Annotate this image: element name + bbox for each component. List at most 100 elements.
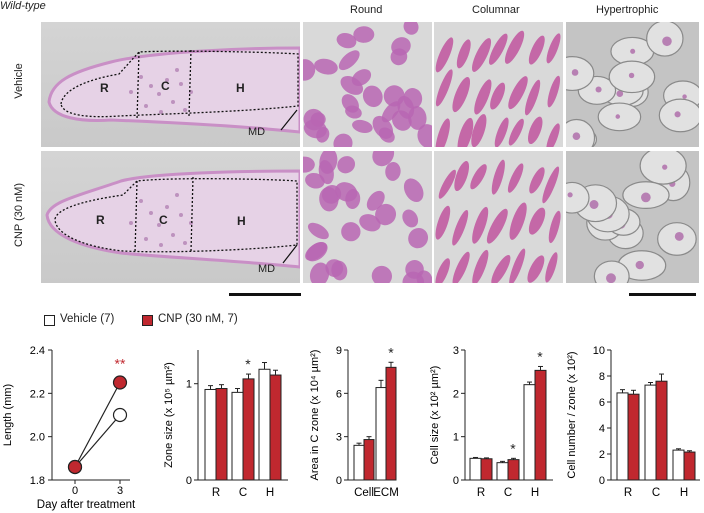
y-tick-label: 2: [599, 449, 605, 461]
section-image-cnp: [45, 169, 300, 269]
columnar-cell: [547, 75, 561, 108]
columnar-cell: [528, 35, 545, 65]
y-tick-label: 0: [336, 475, 342, 487]
x-tick-label: R: [624, 487, 632, 499]
columnar-cell: [435, 37, 454, 73]
x-tick-label: C: [652, 487, 660, 499]
hypertrophic-cell: [593, 260, 630, 283]
round-image-vehicle: [303, 22, 432, 147]
columnar-cell: [435, 69, 453, 107]
chondrocyte-cell: [408, 227, 429, 249]
x-tick-label: Cell: [354, 487, 374, 499]
axis-ylabel: Zone size (x 10⁵ µm²): [163, 362, 175, 468]
chondrocyte-cell: [303, 156, 315, 173]
y-tick-label: 1: [453, 432, 459, 444]
chondrocyte-cell: [316, 126, 330, 143]
bar: [375, 387, 387, 481]
columnar-cell: [435, 205, 451, 240]
y-tick-label: 1.8: [30, 475, 45, 487]
chondrocyte-cell: [333, 133, 353, 147]
chondrocyte-cell: [319, 186, 339, 212]
columnar-cell: [472, 249, 489, 283]
columnar-cell: [471, 114, 487, 147]
bar: [480, 458, 493, 481]
bar: [523, 384, 536, 481]
chondrocyte-cell: [403, 22, 419, 35]
columnar-cell: [435, 258, 450, 283]
y-tick-label: 8: [599, 371, 605, 383]
chondrocyte-cell: [314, 58, 338, 75]
y-tick-label: 0: [599, 475, 605, 487]
columnar-cell: [528, 116, 543, 145]
axis-xlabel: Day after treatment: [37, 499, 136, 511]
bar: [672, 449, 685, 481]
chondrocyte-cell: [362, 85, 383, 108]
bar: [655, 380, 668, 481]
cell-nucleus: [571, 69, 579, 76]
row-label-cnp: CNP (30 nM): [13, 183, 25, 247]
columnar-cell: [527, 255, 545, 283]
significance-label: *: [537, 348, 543, 364]
chondrocyte-cell: [417, 124, 432, 147]
columnar-cell: [438, 169, 456, 199]
chondrocyte-cell: [305, 172, 325, 189]
cell-nucleus: [662, 164, 668, 170]
hypertrophic-image-cnp: [566, 151, 699, 283]
cell-size-chart: 0 1 2 3 Cell size (x 10² µm²) R C H * *: [429, 345, 553, 499]
significance-label: **: [115, 356, 126, 372]
section-panel-cnp: R C H MD: [41, 151, 300, 283]
chondrocyte-cell: [372, 151, 395, 167]
columnar-cell: [491, 254, 511, 283]
significance-label: *: [388, 344, 394, 360]
bar: [616, 392, 629, 481]
row-label-vehicle: Vehicle: [13, 63, 25, 99]
columnar-cell: [542, 166, 560, 204]
chondrocyte-cell: [397, 95, 415, 119]
cell-nucleus: [567, 192, 573, 198]
bar: [496, 462, 509, 481]
chondrocyte-cell: [305, 242, 327, 261]
cell-number-chart: 0 2 4 6 8 10 Cell number / zone (x 10²) R C H: [566, 345, 700, 499]
md-label-vehicle: MD: [248, 126, 266, 138]
columnar-cell: [548, 210, 561, 244]
axis-ylabel: Cell number / zone (x 10²): [566, 351, 578, 478]
col-header-columnar: Columnar: [472, 4, 520, 16]
zone-label-c-cnp: C: [159, 213, 168, 227]
axis-ylabel: Length (mm): [2, 384, 14, 446]
chondrocyte-cell: [353, 26, 375, 43]
columnar-cell: [452, 76, 471, 113]
y-tick-label: 1: [186, 379, 192, 391]
bar: [385, 366, 397, 481]
columnar-cell: [545, 252, 558, 283]
bar: [627, 393, 640, 481]
col-header-round-label: Round: [350, 4, 383, 16]
scale-bar-low: [229, 293, 301, 296]
cell-nucleus: [628, 72, 635, 79]
bar: [644, 384, 657, 481]
cell-nucleus: [674, 111, 681, 118]
x-tick-label: R: [477, 487, 485, 499]
columnar-cell: [486, 208, 508, 244]
chondrocyte-cell: [309, 262, 330, 283]
bar: [269, 374, 282, 481]
chondrocyte-cell: [345, 105, 362, 119]
col-header-hypertrophic-label: Hypertrophic: [596, 4, 659, 16]
x-tick-label: R: [212, 487, 220, 499]
y-tick-label: 0: [186, 475, 192, 487]
x-tick-label: H: [266, 487, 274, 499]
chondrocyte-cell: [318, 160, 334, 185]
col-header-round: Round: [350, 4, 382, 16]
y-tick-label: 9: [336, 345, 342, 357]
round-panel-vehicle: [303, 22, 432, 147]
zone-label-r-vehicle: R: [100, 81, 109, 95]
cell-nucleus: [606, 273, 616, 283]
columnar-cell: [494, 117, 509, 147]
bar: [258, 368, 271, 481]
bar: [683, 451, 696, 481]
chondrocyte-cell: [303, 59, 316, 81]
columnar-cell: [472, 206, 489, 244]
y-tick-label: 3: [453, 345, 459, 357]
x-tick-label: 3: [117, 485, 123, 497]
columnar-cell: [454, 161, 470, 192]
md-label-cnp: MD: [258, 263, 276, 275]
